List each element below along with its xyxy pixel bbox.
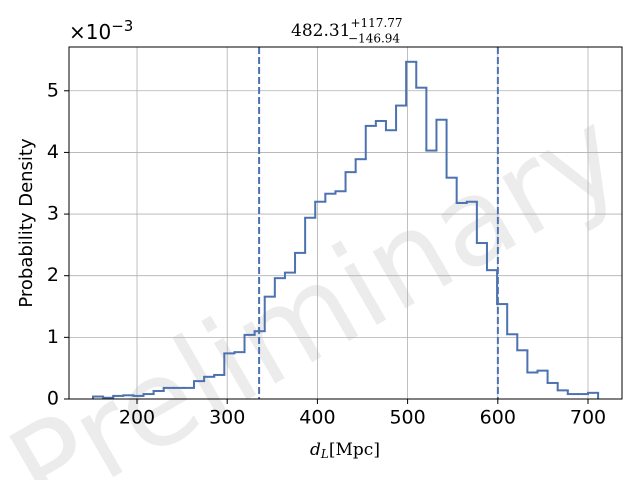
title-lower: −146.94 bbox=[348, 32, 400, 46]
plot-frame bbox=[68, 46, 623, 400]
y-tick-label: 5 bbox=[47, 79, 59, 101]
y-tick-label: 3 bbox=[47, 203, 59, 225]
chart-title: 482.31+117.77 bbox=[291, 16, 403, 41]
x-tick-label: 400 bbox=[299, 407, 335, 429]
y-tick-label: 4 bbox=[47, 141, 59, 163]
y-axis-label: Probability Density bbox=[16, 138, 37, 308]
y-offset: ×10−3 bbox=[69, 17, 133, 44]
x-tick-label: 600 bbox=[480, 407, 516, 429]
x-label-var: d bbox=[310, 440, 321, 460]
x-tick-label: 300 bbox=[209, 407, 245, 429]
y-tick-label: 2 bbox=[47, 264, 59, 286]
x-label-unit: [Mpc] bbox=[329, 440, 380, 460]
x-tick-label: 200 bbox=[119, 407, 155, 429]
title-value: 482.31 bbox=[291, 21, 350, 41]
y-tick-label: 0 bbox=[47, 388, 59, 410]
title-upper: +117.77 bbox=[350, 16, 402, 30]
y-tick-label: 1 bbox=[47, 326, 59, 348]
y-offset-base: ×10 bbox=[69, 20, 111, 44]
x-axis-label: dL[Mpc] bbox=[310, 440, 380, 461]
y-offset-exponent: −3 bbox=[111, 17, 133, 35]
x-tick-label: 500 bbox=[389, 407, 425, 429]
x-tick-label: 700 bbox=[570, 407, 606, 429]
x-label-sub: L bbox=[320, 447, 329, 461]
